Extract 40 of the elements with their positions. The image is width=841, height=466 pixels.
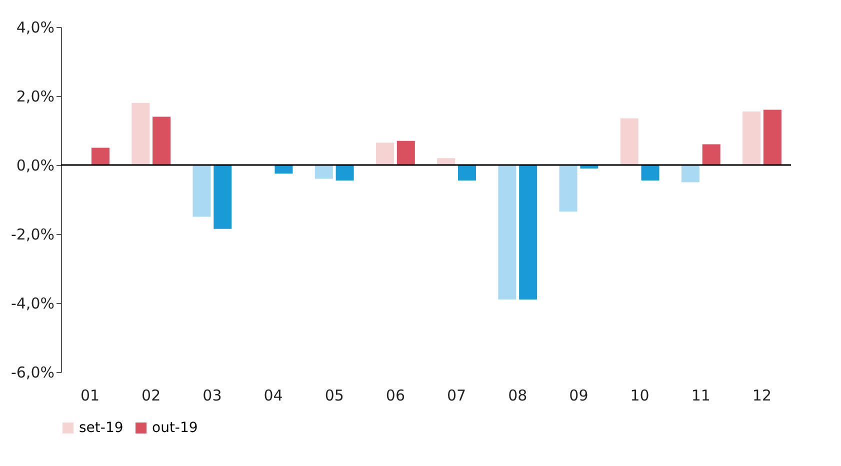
- x-tick-label: 09: [569, 386, 588, 404]
- y-tick-label: -6,0%: [10, 364, 54, 382]
- bar: [376, 142, 394, 165]
- x-tick-label: 12: [752, 386, 772, 404]
- bar: [214, 165, 232, 229]
- bar: [91, 148, 110, 165]
- x-tick-label: 04: [264, 386, 283, 404]
- x-tick-label: 08: [508, 386, 528, 404]
- bar: [458, 165, 476, 181]
- y-tick-label: 2,0%: [16, 88, 54, 106]
- x-tick-label: 03: [202, 386, 222, 404]
- bar: [763, 110, 782, 165]
- bar: [336, 165, 354, 181]
- x-tick-label: 02: [142, 386, 161, 404]
- bar: [702, 144, 720, 165]
- bar: [641, 165, 660, 181]
- x-tick-label: 06: [386, 386, 406, 404]
- bar: [742, 112, 761, 165]
- bar: [498, 165, 516, 300]
- x-tick-label: 10: [630, 386, 650, 404]
- bar: [132, 102, 150, 165]
- x-tick-label: 11: [691, 386, 710, 404]
- bar: [620, 118, 638, 165]
- y-tick-label: -4,0%: [10, 294, 54, 312]
- bar: [396, 140, 415, 165]
- bar: [519, 165, 538, 300]
- legend-label: set-19: [79, 420, 124, 436]
- bar: [152, 116, 171, 165]
- bar: [681, 165, 700, 182]
- x-tick-label: 01: [80, 386, 100, 404]
- bar: [437, 158, 456, 165]
- y-tick-label: -2,0%: [10, 226, 54, 244]
- bar: [559, 165, 578, 212]
- bar: [192, 165, 211, 217]
- x-tick-label: 07: [446, 386, 466, 404]
- legend-label: out-19: [152, 420, 198, 436]
- y-tick-label: 4,0%: [16, 18, 54, 36]
- bar: [314, 165, 333, 179]
- y-tick-label: 0,0%: [16, 156, 54, 174]
- x-tick-label: 05: [324, 386, 344, 404]
